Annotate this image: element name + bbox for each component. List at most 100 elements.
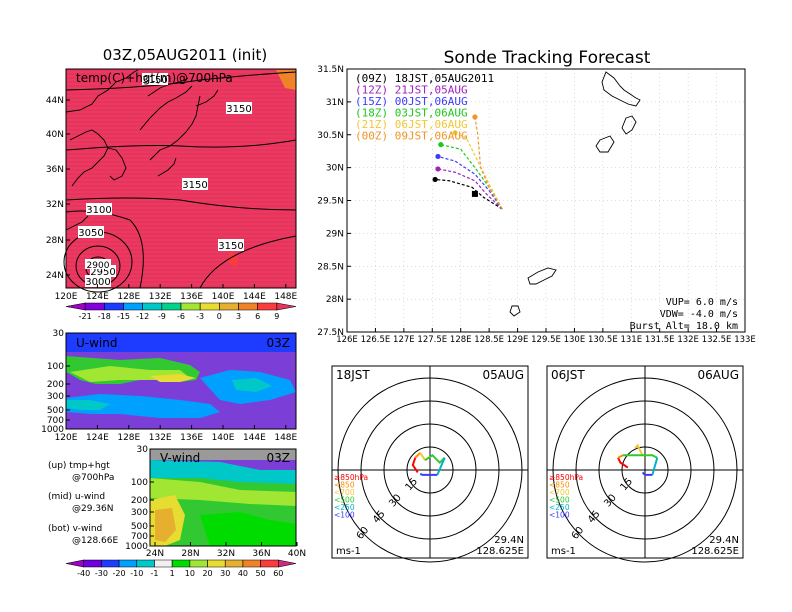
colorbar-swatch (161, 302, 182, 311)
hodograph-level-label: ≥850hPa (334, 473, 368, 482)
colorbar-label: -12 (136, 312, 149, 321)
note-line: (mid) u-wind (48, 492, 105, 502)
chart-title: Sonde Tracking Forecast (444, 48, 651, 68)
x-tick-label: 124E (86, 292, 109, 302)
x-tick-label: 140E (212, 433, 235, 443)
hodograph-level-label: <700 (549, 488, 570, 497)
hodograph-level-label: <250 (334, 503, 355, 512)
contour-label: 2950 (90, 267, 115, 278)
v-wind-region-cyan (150, 460, 296, 484)
colorbar-swatch (171, 559, 191, 568)
contour-label: 3100 (86, 205, 111, 216)
y-tick-label: 30 (53, 329, 65, 339)
colorbar-label: -3 (196, 312, 204, 321)
hodograph-level-label: <850 (334, 481, 355, 490)
contour-label: 3050 (78, 228, 103, 239)
contour-label: 3000 (85, 277, 110, 288)
y-tick-label: 28N (326, 295, 344, 305)
track-end-point (438, 142, 444, 148)
y-tick-label: 30.5N (317, 131, 344, 141)
contour-label-box (218, 239, 244, 251)
y-tick-label: 28.5N (317, 262, 344, 272)
track-legend: (09Z) 18JST,05AUG2011(12Z) 21JST,05AUG(1… (355, 72, 494, 143)
colorbar-swatch (65, 559, 84, 568)
x-tick-label: 136E (180, 433, 203, 443)
track-param: VUP= 6.0 m/s (666, 297, 738, 308)
y-tick-label: 700 (47, 416, 64, 426)
colorbar-swatch (83, 559, 102, 568)
hodograph-trace (411, 457, 419, 474)
hodograph-units: ms-1 (336, 546, 361, 557)
y-tick-label: 28N (46, 236, 64, 246)
colorbar-label: 0 (217, 312, 222, 321)
v-wind-section: V-wind 03Z (149, 448, 297, 547)
colorbar-swatch (224, 559, 244, 568)
track-end-point (432, 176, 438, 183)
colorbar-swatch (65, 302, 86, 311)
v-wind-region-lightgreen (150, 478, 296, 506)
hodograph-trace (617, 454, 624, 459)
hodograph-trace (651, 457, 659, 476)
hodograph-level-label: <250 (549, 503, 570, 512)
colorbar-swatch (142, 302, 163, 311)
colorbar-label: 60 (273, 569, 283, 578)
hodograph-trace (641, 471, 653, 476)
track-coastlines (509, 71, 641, 317)
y-tick-label: 500 (47, 406, 64, 416)
y-tick-label: 1000 (125, 542, 148, 552)
x-tick-label: 24N (146, 549, 164, 559)
x-tick-label: 132E (149, 292, 172, 302)
colorbar-label: 1 (170, 569, 175, 578)
u-wind-label: U-wind (76, 336, 117, 350)
colorbar-label: -6 (177, 312, 185, 321)
note-line: (up) tmp+hgt (48, 461, 110, 471)
x-tick-label: 136E (180, 292, 203, 302)
contour-label: 3150 (142, 75, 167, 86)
colorbar-label: 50 (256, 569, 266, 578)
note-line: @29.36N (72, 504, 114, 514)
colorbar-label: -18 (98, 312, 111, 321)
y-tick-label: 31N (326, 98, 344, 108)
track-x-axis: 126E 126.5E 127E 127.5E 128E 128.5E 129E 129.5E… (336, 328, 756, 345)
x-tick-label: 36N (252, 549, 270, 559)
legend-entry: (09Z) 18JST,05AUG2011 (355, 72, 494, 85)
x-tick-label: 144E (243, 433, 266, 443)
colorbar-label: -10 (130, 569, 143, 578)
x-tick-label: 126.5E (361, 335, 391, 345)
hodograph-trace (419, 452, 426, 461)
hodograph-trace (419, 472, 438, 476)
v-wind-region-gray (150, 449, 296, 460)
note-line: @700hPa (72, 473, 114, 483)
hodograph-trace (617, 457, 629, 469)
legend-entry: (00Z) 09JST,06AUG (355, 130, 468, 143)
colorbar-swatch (257, 302, 278, 311)
u-wind-x-axis: 120E 124E 128E 132E 136E 140E 144E 148E (55, 425, 298, 443)
u-wind-region-lowcyan (66, 400, 110, 410)
colorbar-label: -9 (158, 312, 166, 321)
hodograph-level-label: <850 (549, 481, 570, 490)
temp-colorbar: -21 -18 -15 -12 -9 -6 -3 0 3 6 9 (65, 302, 297, 321)
x-tick-label: 129E (507, 335, 529, 345)
y-tick-label: 200 (131, 496, 148, 506)
hodograph-level-label: <500 (334, 496, 355, 505)
legend-entry: (12Z) 21JST,05AUG (355, 84, 468, 97)
colorbar-swatch (199, 302, 220, 311)
v-wind-x-axis: 24N 28N 32N 36N 40N (146, 542, 306, 559)
colorbar-label: 9 (274, 312, 279, 321)
map-field-label: temp(C)+hgt(m)@700hPa (76, 71, 233, 85)
x-tick-label: 133E (734, 335, 756, 345)
x-tick-label: 131.5E (645, 335, 675, 345)
colorbar-swatch (219, 302, 239, 311)
track-line (435, 178, 503, 210)
u-wind-region-lowblue (66, 394, 220, 418)
contour-label-box (182, 178, 208, 190)
colorbar-swatch (207, 559, 226, 568)
contour-label-box (142, 73, 168, 85)
hodograph-date: 06AUG (697, 368, 739, 382)
legend-entry: (21Z) 06JST,06AUG (355, 118, 468, 131)
colorbar-label: -20 (113, 569, 126, 578)
x-tick-label: 144E (243, 292, 266, 302)
x-tick-label: 130E (564, 335, 586, 345)
